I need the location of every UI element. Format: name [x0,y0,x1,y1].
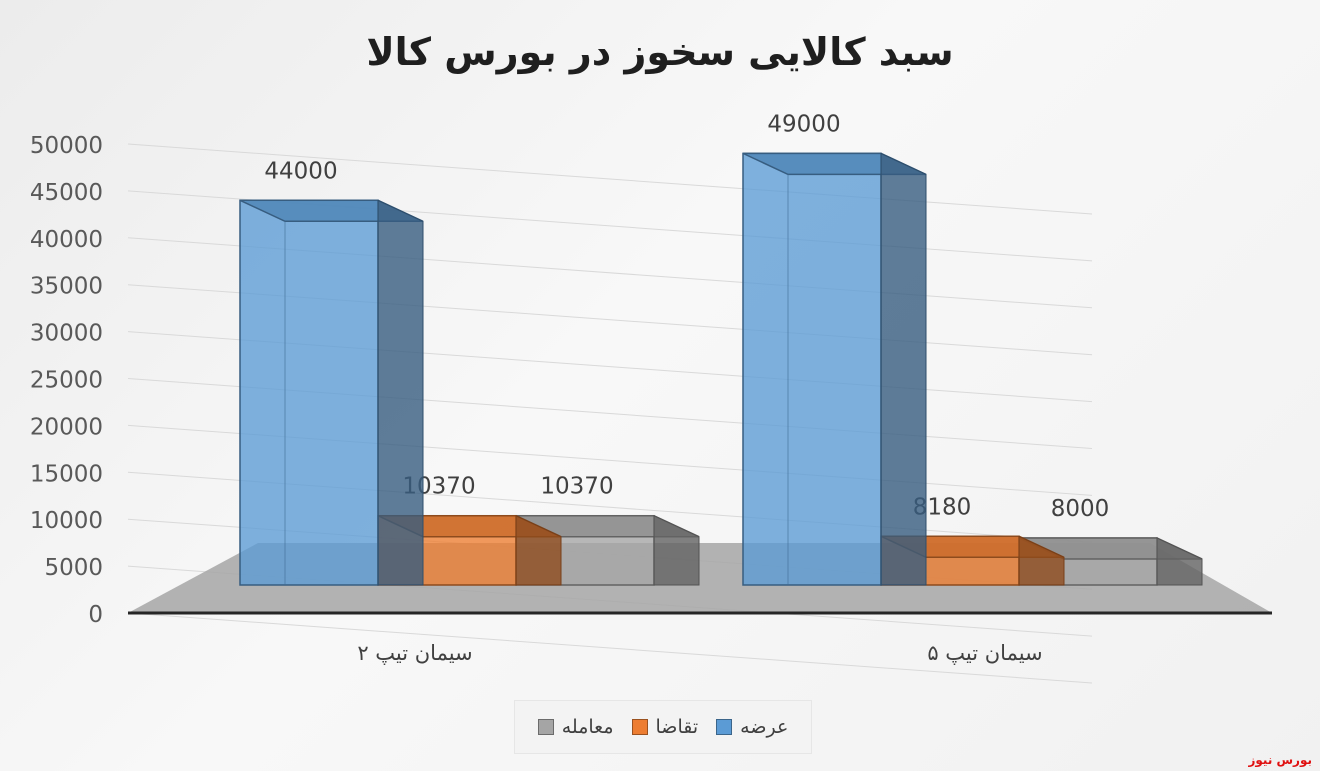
legend-item: تقاضا [631,716,699,738]
legend-label: معامله [561,716,614,738]
y-tick-label: 5000 [44,555,103,581]
bar-side [653,514,700,586]
y-tick-label: 45000 [30,180,103,206]
gridline [127,612,1093,684]
bar-side [880,152,927,586]
bar-front [742,152,882,586]
watermark: بورس نیوز [1248,753,1312,767]
y-axis: 0 5000 10000 15000 20000 25000 30000 35000 40000… [30,133,103,628]
x-axis: سیمان تیپ ۲ سیمان تیپ ۵ [357,641,1042,665]
legend: عرضه تقاضا معامله [514,700,812,754]
category-label: سیمان تیپ ۵ [927,641,1042,665]
gridline [127,143,1093,215]
legend-swatch [631,719,648,735]
y-tick-label: 50000 [30,133,103,159]
legend-label: عرضه [740,716,789,738]
legend-swatch [537,719,554,735]
bar: 49000 [742,111,927,586]
data-label: 44000 [264,158,337,184]
data-label: 8000 [1051,496,1110,522]
bar-side [1156,537,1203,586]
bar: 44000 [239,158,424,586]
bar-side [515,514,562,586]
data-label: 10370 [540,474,613,500]
category-label: سیمان تیپ ۲ [357,641,472,665]
bar-side [1018,535,1065,586]
y-tick-label: 25000 [30,368,103,394]
legend-item: عرضه [716,716,788,738]
legend-item: معامله [537,716,614,738]
y-tick-label: 30000 [30,321,103,347]
y-tick-label: 20000 [30,414,103,440]
bar-front [239,199,379,586]
bar-side [377,199,424,586]
y-tick-label: 40000 [30,227,103,253]
y-tick-label: 10000 [30,508,103,534]
legend-label: تقاضا [655,716,699,738]
y-tick-label: 15000 [30,461,103,487]
y-tick-label: 0 [88,602,103,628]
legend-swatch [716,719,733,735]
chart-title: سبد کالایی سخوز در بورس کالا [366,30,954,74]
y-tick-label: 35000 [30,274,103,300]
data-label: 49000 [767,111,840,137]
